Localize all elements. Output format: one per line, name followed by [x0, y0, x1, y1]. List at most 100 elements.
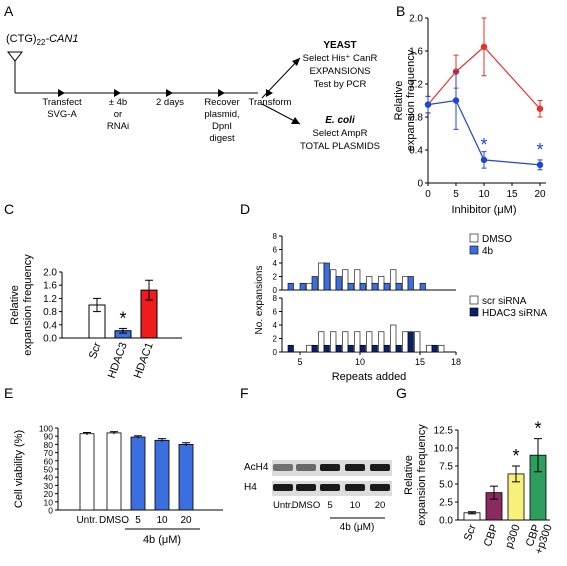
step-arrowhead: [114, 89, 121, 97]
legend-swatch: [469, 233, 479, 243]
bar: [79, 433, 95, 511]
step-arrowhead: [218, 89, 225, 97]
step-label: plasmid,: [204, 109, 239, 120]
bar: [323, 262, 330, 291]
blot-bands: [273, 464, 390, 491]
y-axis-label-1: Relative: [9, 285, 21, 325]
y-tick-label: 0: [273, 348, 278, 357]
yeast-branch: YEAST Select His⁺ CanR EXPANSIONS Test b…: [303, 40, 378, 90]
step-label: or: [114, 109, 122, 120]
y-tick-label: 0.0: [43, 334, 57, 345]
y-tick-label: 2.0: [409, 14, 423, 25]
x-tick-label: 15: [415, 357, 425, 367]
y-tick-label: 0: [273, 286, 278, 295]
bar: [426, 344, 433, 353]
y-tick-label: 0.4: [43, 320, 57, 331]
data-point: [424, 101, 432, 108]
step-label: RNAi: [107, 121, 129, 132]
y-tick-label: 2: [273, 335, 278, 344]
ecoli-line-2: TOTAL PLASMIDS: [300, 141, 380, 152]
panel-letter-a: A: [4, 3, 14, 19]
step-arrowhead: [58, 89, 65, 97]
series-line: [427, 46, 541, 110]
category-label: 10: [156, 515, 168, 526]
bar: [390, 269, 397, 291]
bar: [311, 344, 318, 353]
y-tick-label: 12.5: [434, 426, 454, 437]
bar: [383, 344, 390, 353]
y-tick-label: 30: [44, 481, 54, 491]
panel-letter-c: C: [4, 201, 14, 217]
step-label: SVG-A: [47, 109, 77, 120]
x-axis-label: Repeats added: [332, 371, 407, 383]
western-blot: AcH4 H4 Untr.DMSO 5 10 20 4b (μM): [244, 460, 392, 533]
x-tick-label: 20: [534, 189, 546, 200]
y-tick-label: 8: [273, 232, 278, 241]
bar: [323, 344, 330, 353]
legend-label: 4b: [482, 246, 494, 257]
bar: [390, 324, 397, 353]
y-tick-label: 10.0: [434, 444, 454, 455]
category-label: 5: [135, 515, 141, 526]
data-point: [480, 43, 488, 51]
x-tick-label: 10: [355, 357, 365, 367]
y-tick-label: 1.6: [409, 47, 423, 58]
bar: [359, 344, 366, 353]
x-tick-label: 5: [297, 357, 302, 367]
bar: [347, 344, 354, 353]
y-tick-label: 1.6: [43, 281, 57, 292]
x-tick-label: 10: [478, 189, 490, 200]
x-tick-label: 0: [425, 189, 431, 200]
y-tick-label: 1.2: [409, 80, 423, 91]
bar: [178, 443, 194, 511]
y-tick-label: 10: [44, 497, 54, 507]
category-label: CBP: [482, 523, 501, 548]
panel-letter-e: E: [4, 385, 13, 401]
y-tick-label: 0: [48, 506, 53, 516]
bar: [419, 282, 426, 291]
category-label: 20: [180, 515, 192, 526]
yeast-line-2: EXPANSIONS: [309, 66, 370, 77]
significance-star: *: [536, 140, 543, 160]
bar: [287, 282, 294, 291]
band-acetyl: [370, 464, 390, 471]
y-axis-label: Cell viability (%): [13, 430, 25, 508]
construct-label: (CTG)22-CAN1: [6, 33, 78, 47]
significance-star: *: [512, 446, 519, 466]
y-tick-label: 70: [44, 448, 54, 458]
yeast-line-3: Test by PCR: [314, 79, 367, 90]
bar: [371, 344, 378, 353]
bar: [347, 282, 354, 291]
lane-label: Untr.: [273, 500, 293, 511]
panel-letter-b: B: [396, 3, 405, 19]
bar: [318, 262, 325, 291]
y-axis-label-2: expansion frequency: [22, 254, 34, 356]
data-point: [536, 105, 544, 112]
step-label: 2 days: [156, 97, 184, 108]
blot-group-label: 4b (μM): [340, 522, 375, 533]
step-label: digest: [209, 133, 235, 144]
bar: [414, 331, 421, 353]
bar: [402, 331, 409, 353]
yeast-title: YEAST: [323, 40, 356, 51]
bar: [366, 276, 373, 291]
y-tick-label: 0.0: [439, 516, 453, 527]
chart-g: 0.0 2.5 5.0 7.5 10.0 12.5 Relative expansion fr…: [403, 419, 555, 556]
bar: [359, 282, 366, 291]
y-tick-label: 80: [44, 440, 54, 450]
y-axis-label: No. expansions: [254, 266, 265, 335]
bar: [311, 276, 318, 291]
category-label: Scr: [462, 523, 479, 543]
panel-letter-g: G: [396, 385, 407, 401]
bar: [306, 344, 313, 353]
y-axis-label-2: expansion frequency: [405, 49, 417, 151]
panel-letter-d: D: [240, 201, 250, 217]
y-tick-label: 50: [44, 465, 54, 475]
bar: [318, 331, 325, 353]
bar: [366, 331, 373, 353]
x-tick-label: 18: [451, 357, 461, 367]
legend-swatch: [469, 307, 479, 317]
